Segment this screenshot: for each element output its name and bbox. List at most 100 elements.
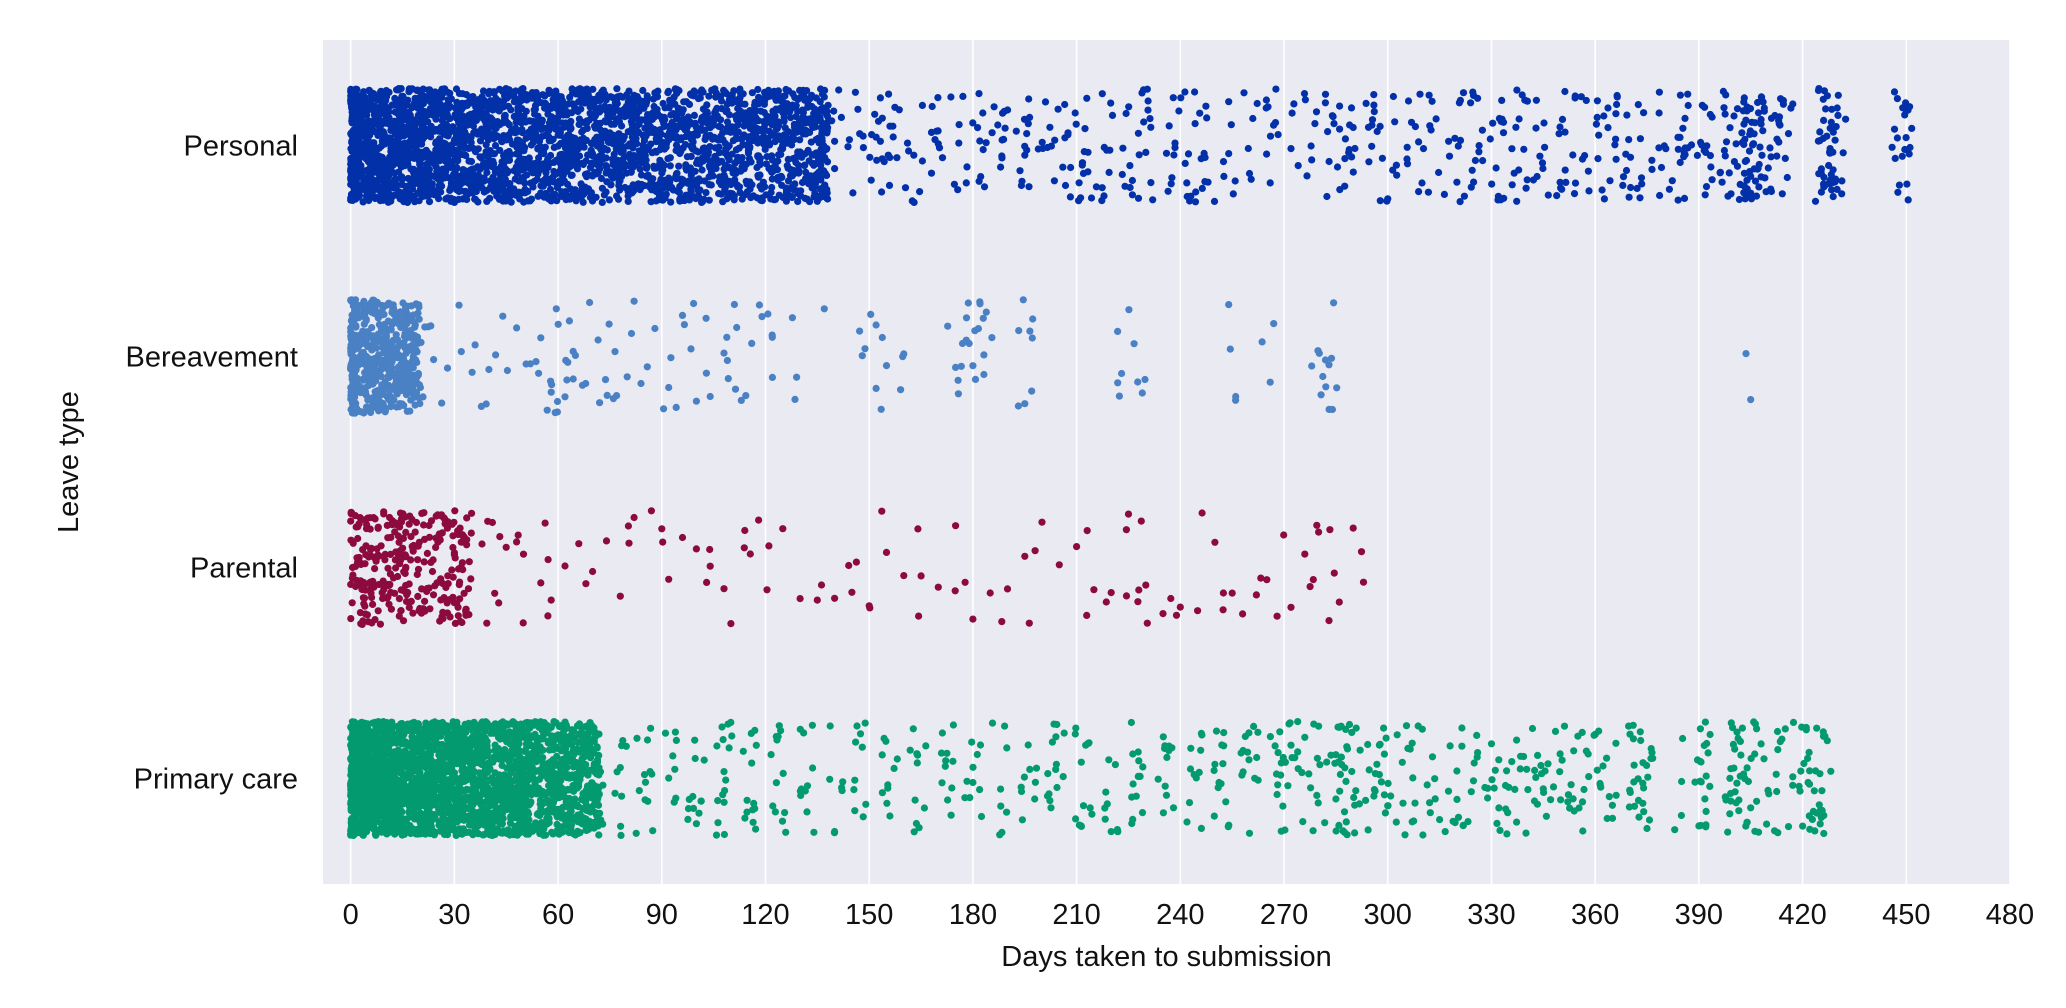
data-point xyxy=(1061,181,1070,190)
data-point xyxy=(607,181,615,189)
data-point xyxy=(1325,617,1333,625)
data-point xyxy=(412,518,421,527)
data-point xyxy=(1702,148,1710,156)
data-point xyxy=(1789,100,1797,108)
data-point xyxy=(1415,188,1423,196)
data-point xyxy=(402,372,410,380)
data-point xyxy=(415,315,423,323)
data-point xyxy=(1191,120,1199,128)
data-point xyxy=(540,146,548,154)
data-point xyxy=(1028,387,1036,395)
data-point xyxy=(1264,103,1272,111)
data-point xyxy=(1740,189,1748,197)
data-point xyxy=(609,395,618,403)
data-point xyxy=(1051,136,1059,144)
data-point xyxy=(982,139,990,147)
data-point xyxy=(962,314,971,322)
data-point xyxy=(1075,179,1083,187)
data-point xyxy=(774,87,783,95)
data-point xyxy=(748,132,756,140)
data-point xyxy=(1821,181,1829,189)
data-point xyxy=(1539,164,1547,173)
data-point xyxy=(413,333,422,341)
data-point xyxy=(694,148,702,156)
data-point xyxy=(1746,130,1754,138)
data-point xyxy=(1202,102,1210,110)
data-point xyxy=(392,548,400,556)
data-point xyxy=(561,110,570,118)
data-point xyxy=(691,167,699,175)
data-point xyxy=(837,113,846,121)
data-point xyxy=(753,194,761,202)
data-point xyxy=(1229,190,1237,198)
data-point xyxy=(1333,163,1342,171)
data-point xyxy=(712,93,720,101)
data-point xyxy=(1784,130,1793,138)
data-point xyxy=(818,134,826,142)
data-point xyxy=(389,336,398,344)
data-point xyxy=(347,348,355,356)
data-point xyxy=(414,592,422,601)
data-point xyxy=(1001,124,1009,132)
data-point xyxy=(581,183,589,191)
data-point xyxy=(359,376,367,384)
data-point xyxy=(461,151,469,159)
data-point xyxy=(479,100,487,108)
data-point xyxy=(704,148,713,156)
data-point xyxy=(384,160,392,168)
data-point xyxy=(1708,113,1716,121)
data-point xyxy=(630,513,638,522)
data-point xyxy=(1389,92,1397,101)
data-point xyxy=(483,168,491,177)
data-point xyxy=(769,167,777,175)
data-point xyxy=(618,122,626,130)
data-point xyxy=(889,133,897,141)
data-point xyxy=(653,187,661,195)
data-point xyxy=(548,381,556,389)
data-point xyxy=(507,198,515,206)
data-point xyxy=(788,314,797,322)
data-point xyxy=(1274,131,1282,139)
data-point xyxy=(698,86,706,94)
data-point xyxy=(762,191,770,199)
data-point xyxy=(873,156,881,164)
data-point xyxy=(396,151,404,159)
data-point xyxy=(503,169,511,177)
data-point xyxy=(700,195,708,203)
data-point xyxy=(1376,122,1384,130)
data-point xyxy=(859,132,867,140)
data-point xyxy=(1722,91,1730,99)
data-point xyxy=(1014,402,1023,410)
data-point xyxy=(1595,131,1603,139)
data-point xyxy=(715,122,723,131)
data-point xyxy=(1815,85,1823,93)
data-point xyxy=(660,161,668,169)
data-point xyxy=(720,585,728,593)
data-point xyxy=(793,373,801,381)
data-point xyxy=(438,170,446,178)
data-point xyxy=(819,183,828,191)
data-point xyxy=(414,565,423,573)
data-point xyxy=(1828,105,1836,113)
data-point xyxy=(1301,96,1309,104)
data-point xyxy=(1783,173,1791,182)
data-point xyxy=(368,175,376,183)
data-point xyxy=(1906,143,1914,152)
data-point xyxy=(1820,116,1828,124)
data-point xyxy=(1522,184,1530,192)
data-point xyxy=(1520,145,1528,153)
data-point xyxy=(1349,123,1357,132)
data-point xyxy=(1271,119,1280,127)
data-point xyxy=(728,150,736,158)
data-point xyxy=(514,531,522,539)
data-point xyxy=(469,93,477,101)
data-point xyxy=(395,342,403,350)
data-point xyxy=(1368,116,1377,124)
data-point xyxy=(624,522,633,530)
data-point xyxy=(1825,161,1833,170)
data-point xyxy=(1021,142,1029,150)
data-point xyxy=(554,142,562,150)
data-point xyxy=(656,179,664,187)
data-point xyxy=(1183,179,1191,187)
data-point xyxy=(647,507,656,515)
